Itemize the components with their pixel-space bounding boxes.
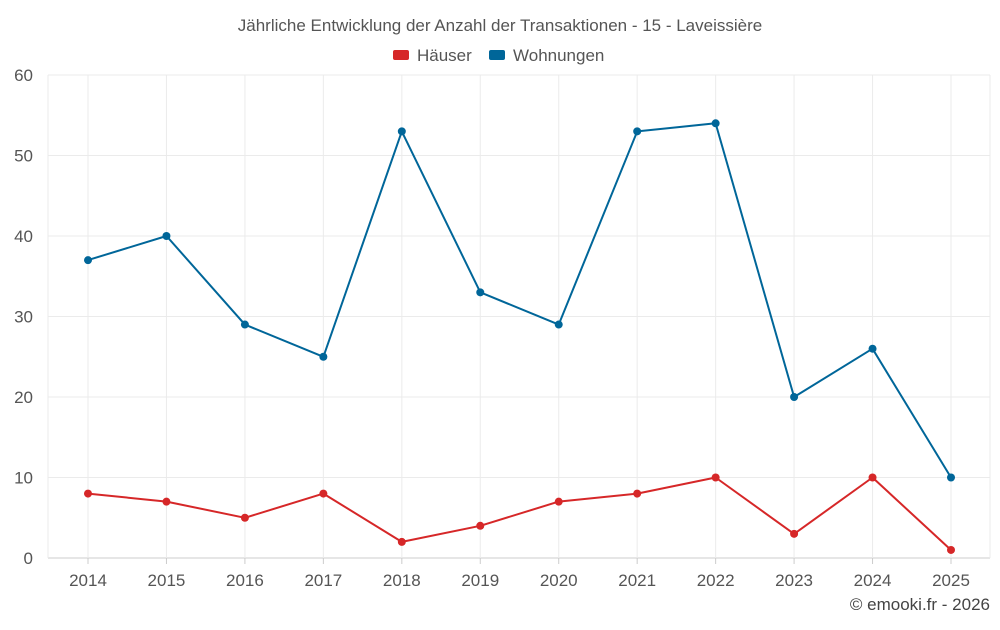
data-point-wohnungen <box>397 127 406 136</box>
legend-label-wohnungen: Wohnungen <box>513 46 604 65</box>
y-tick-label: 0 <box>24 549 33 568</box>
data-point-haeuser <box>397 537 406 546</box>
data-point-haeuser <box>554 497 563 506</box>
series-line-wohnungen <box>87 122 952 479</box>
data-point-haeuser <box>319 489 328 498</box>
data-point-wohnungen <box>162 232 171 240</box>
x-tick-label: 2014 <box>69 571 107 590</box>
x-tick-label: 2023 <box>775 571 813 590</box>
copyright-text: © emooki.fr - 2026 <box>850 595 990 614</box>
y-tick-label: 10 <box>14 469 33 488</box>
data-point-haeuser <box>476 521 485 530</box>
x-tick-label: 2015 <box>148 571 186 590</box>
data-point-wohnungen <box>868 344 877 353</box>
y-tick-label: 20 <box>14 388 33 407</box>
x-tick-label: 2019 <box>461 571 499 590</box>
series-line-haeuser <box>87 476 952 551</box>
data-point-wohnungen <box>319 352 328 361</box>
data-point-wohnungen <box>476 288 485 297</box>
legend-swatch-haeuser <box>393 50 409 60</box>
x-tick-label: 2020 <box>540 571 578 590</box>
data-point-wohnungen <box>633 127 642 136</box>
legend-label-haeuser: Häuser <box>417 46 472 65</box>
x-tick-label: 2022 <box>697 571 735 590</box>
x-tick-label: 2024 <box>854 571 892 590</box>
data-point-wohnungen <box>84 256 92 265</box>
data-point-wohnungen <box>790 393 799 401</box>
data-point-haeuser <box>947 545 955 554</box>
chart-title: Jährliche Entwicklung der Anzahl der Tra… <box>238 16 762 35</box>
data-point-wohnungen <box>240 320 249 329</box>
legend: Häuser Wohnungen <box>393 46 604 65</box>
data-point-haeuser <box>711 473 720 482</box>
series <box>84 119 955 554</box>
x-tick-label: 2016 <box>226 571 264 590</box>
data-point-haeuser <box>84 489 92 498</box>
y-tick-label: 50 <box>14 147 33 166</box>
data-point-haeuser <box>633 489 642 498</box>
data-point-haeuser <box>790 529 799 538</box>
x-tick-label: 2021 <box>618 571 656 590</box>
legend-swatch-wohnungen <box>489 50 505 60</box>
x-tick-label: 2017 <box>304 571 342 590</box>
y-tick-label: 60 <box>14 66 33 85</box>
data-point-wohnungen <box>554 320 563 329</box>
x-tick-label: 2018 <box>383 571 421 590</box>
data-point-haeuser <box>240 513 249 522</box>
data-point-haeuser <box>162 497 171 506</box>
x-tick-label: 2025 <box>932 571 970 590</box>
grid <box>47 74 991 559</box>
y-tick-label: 30 <box>14 308 33 327</box>
axes: 0 10 20 30 40 50 60 2014 2015 2016 2017 2018 2019 202… <box>14 66 970 590</box>
data-point-haeuser <box>868 473 877 482</box>
data-point-wohnungen <box>711 119 720 128</box>
y-tick-label: 40 <box>14 227 33 246</box>
data-point-wohnungen <box>947 473 955 482</box>
